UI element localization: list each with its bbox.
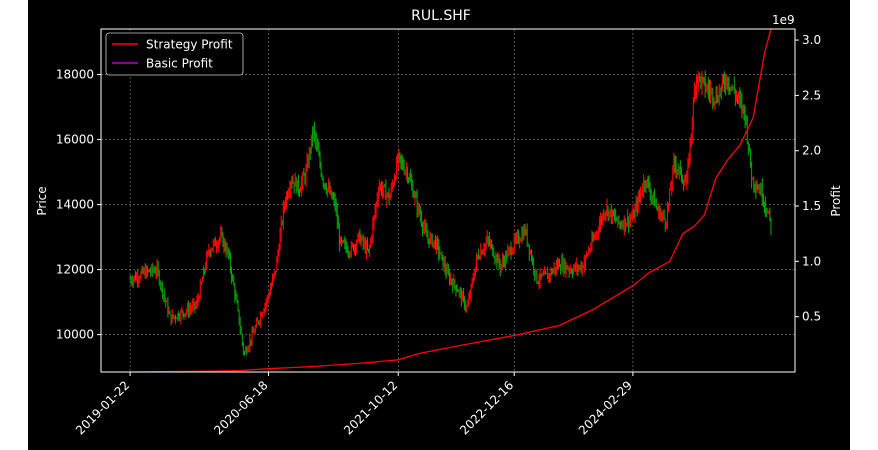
y-right-tick-label: 0.5 — [802, 310, 821, 324]
plot-border — [100, 28, 796, 373]
y-left-tick-label: 12000 — [56, 263, 94, 277]
candles — [129, 70, 772, 356]
chart-frame: RUL.SHF 2019-01-22 2020-06-18 2021-10-12 20… — [28, 0, 850, 450]
y-axis-right-label: Profit — [829, 185, 843, 217]
y-axis-right: 0.5 1.0 1.5 2.0 2.5 3.0 — [795, 33, 821, 324]
legend: Strategy Profit Basic Profit — [105, 32, 244, 76]
y-axis-left: 10000 12000 14000 16000 18000 — [56, 68, 101, 342]
legend-label-strategy-profit: Strategy Profit — [146, 38, 233, 52]
legend-label-basic-profit: Basic Profit — [146, 57, 213, 71]
y-left-tick-label: 18000 — [56, 68, 94, 82]
strategy-profit-line — [130, 28, 772, 373]
x-tick-label: 2022-12-16 — [457, 378, 516, 437]
legend-box — [105, 32, 244, 76]
y-right-tick-label: 2.0 — [802, 144, 821, 158]
x-tick-label: 2024-02-29 — [576, 378, 635, 437]
chart-title: RUL.SHF — [411, 8, 471, 24]
x-axis: 2019-01-22 2020-06-18 2021-10-12 2022-12-16… — [73, 372, 635, 437]
y-right-tick-label: 1.5 — [802, 199, 821, 213]
y-axis-left-label: Price — [35, 186, 49, 215]
y-left-tick-label: 10000 — [56, 328, 94, 342]
y-right-tick-label: 1.0 — [802, 254, 821, 268]
y-axis-right-offset: 1e9 — [772, 13, 795, 27]
grid — [101, 29, 795, 372]
y-left-tick-label: 16000 — [56, 133, 94, 147]
x-tick-label: 2020-06-18 — [211, 378, 270, 437]
y-right-tick-label: 2.5 — [802, 88, 821, 102]
y-right-tick-label: 3.0 — [802, 33, 821, 47]
chart-svg: RUL.SHF 2019-01-22 2020-06-18 2021-10-12 20… — [35, 8, 843, 437]
y-left-tick-label: 14000 — [56, 198, 94, 212]
x-tick-label: 2019-01-22 — [73, 378, 132, 437]
x-tick-label: 2021-10-12 — [341, 378, 400, 437]
